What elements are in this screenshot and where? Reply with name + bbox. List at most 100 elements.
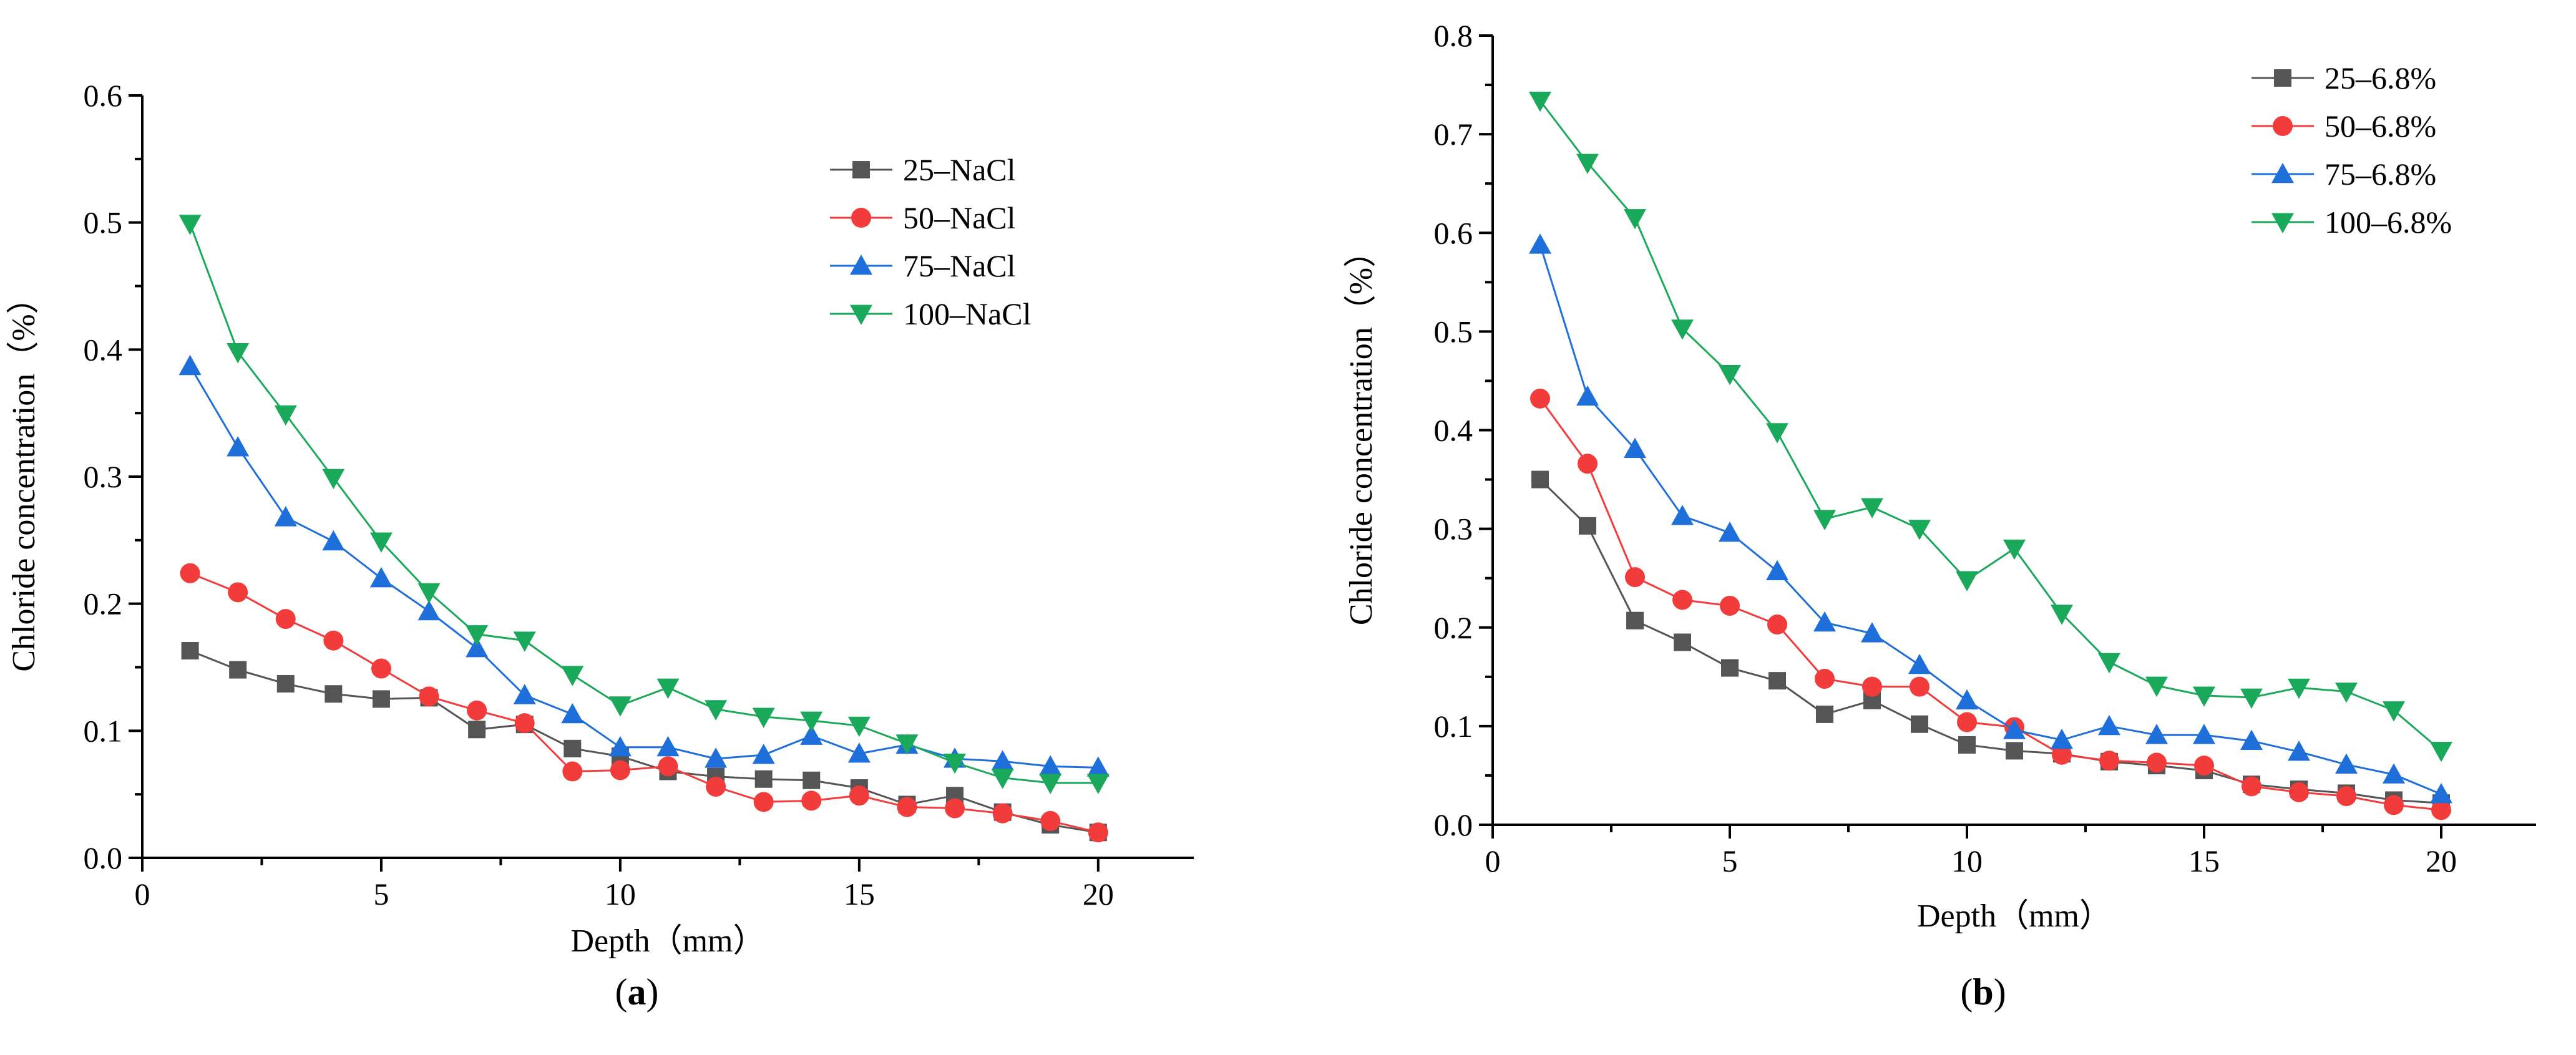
chart-b-y-tick-label: 0.2	[1434, 610, 1473, 645]
chart-b-data-point	[2335, 753, 2358, 774]
chart-b-data-point	[1861, 498, 1883, 518]
chart-b-series-2	[1530, 388, 2451, 820]
chart-b-data-point	[1624, 209, 1646, 230]
chart-b-data-point	[1861, 622, 1883, 643]
chart-a-caption: (a)	[615, 971, 659, 1013]
chart-b-data-point	[1911, 715, 1928, 733]
chart-a-data-point	[610, 760, 630, 780]
chart-a-data-point	[1086, 756, 1110, 777]
chart-b-data-point	[2098, 714, 2120, 736]
chart-b-data-point	[2193, 724, 2215, 744]
chart-b-data-point	[1576, 153, 1599, 174]
chart-b-caption: (b)	[1960, 971, 2006, 1013]
chart-b-data-point	[1956, 571, 1978, 591]
chart-a-data-point	[229, 661, 247, 679]
chart-a-data-point	[1039, 774, 1062, 794]
chart-b-data-point	[1625, 567, 1645, 588]
chart-a-data-point	[564, 739, 582, 757]
chart-b-data-point	[1719, 521, 1741, 542]
chart-b-x-tick-label: 20	[2426, 844, 2457, 878]
chart-b-data-point	[2242, 776, 2261, 797]
chart-b-data-point	[1671, 505, 1694, 525]
chart-a-data-point	[1040, 810, 1061, 831]
chart-b-data-point	[1578, 454, 1598, 474]
chart-b-data-point	[2052, 744, 2072, 765]
chart-a-data-point	[323, 630, 344, 651]
chart-a-data-point	[514, 713, 535, 734]
chart-b-data-point	[2003, 719, 2026, 739]
chart-a-data-point	[895, 734, 919, 755]
chart-a-legend-label: 25–NaCl	[903, 152, 1016, 187]
chart-a-series-1	[181, 642, 1107, 842]
chart-a-data-point	[181, 642, 199, 660]
chart-b-data-point	[2145, 676, 2168, 698]
chart-b-y-tick-label: 0.3	[1434, 512, 1473, 547]
chart-a-data-point	[417, 600, 441, 621]
chart-a-data-point	[466, 625, 489, 646]
chart-b-series-line	[1539, 244, 2442, 795]
chart-b-data-point	[1529, 233, 1551, 254]
chart-b-data-point	[1626, 611, 1644, 630]
chart-a-data-point	[227, 343, 250, 364]
chart-a-data-point	[178, 215, 202, 235]
chart-a-data-point	[1086, 774, 1110, 794]
chart-a-data-point	[752, 707, 775, 728]
chart-b-data-point	[2431, 800, 2451, 820]
chart-b-data-point	[1529, 91, 1551, 112]
chart-a-data-point	[322, 469, 345, 490]
chart-a-data-point	[849, 785, 869, 806]
chart-b-y-tick-label: 0.7	[1434, 117, 1473, 152]
chart-b-y-tick-label: 0.0	[1434, 807, 1473, 842]
chart-a-data-point	[944, 753, 967, 774]
chart-a-data-point	[178, 354, 202, 376]
chart-a-data-point	[467, 700, 487, 721]
chart-b-data-point	[1766, 423, 1788, 444]
chart-b-data-point	[1767, 615, 1787, 635]
chart-b-data-point	[2099, 751, 2119, 771]
chart-a-data-point	[275, 609, 296, 630]
chart-b-series-3	[1529, 233, 2452, 804]
chart-a-x-tick-label: 10	[605, 877, 636, 912]
chart-b-data-point	[1908, 653, 1931, 674]
chart-a-legend-label: 75–NaCl	[903, 248, 1016, 283]
chart-b-data-point	[2336, 786, 2356, 807]
chart-b-data-point	[2006, 742, 2023, 760]
chart-a-legend-marker	[850, 255, 872, 275]
chart-a-y-axis-title: Chloride concentration（%）	[6, 281, 42, 671]
chart-a-data-point	[419, 686, 439, 707]
chart-b-data-point	[1530, 388, 1550, 409]
chart-a-data-point	[371, 658, 391, 679]
chart-a-legend-marker	[851, 208, 871, 228]
chart-a-data-point	[752, 744, 775, 764]
chart-a-data-point	[417, 583, 441, 604]
chart-a-legend-marker	[850, 304, 872, 325]
chart-b-data-point	[1957, 712, 1977, 732]
chart-a-y-tick-label: 0.1	[84, 713, 123, 748]
chart-b-data-point	[1862, 676, 1882, 697]
chart-a-data-point	[706, 776, 726, 797]
chart-b-data-point	[2288, 740, 2310, 761]
chart-b-series-line	[1539, 100, 2442, 752]
chart-a: 0 5 10 15 20 0.0 0.1 0.2 0.3 0.4 0.5 0.6 Depth（mm） Ch…	[6, 78, 1194, 1013]
chart-a-data-point	[513, 631, 536, 652]
chart-a-data-point	[705, 747, 728, 768]
chart-a-y-tick-label: 0.4	[84, 332, 123, 367]
chart-a-data-point	[656, 736, 680, 757]
chart-a-data-point	[324, 685, 343, 703]
chart-b-data-point	[1624, 437, 1646, 458]
chart-b-x-tick-label: 0	[1485, 844, 1501, 878]
chart-b-data-point	[1719, 364, 1741, 386]
chart-a-legend-label: 100–NaCl	[903, 296, 1032, 331]
chart-b-legend-marker	[2273, 116, 2293, 136]
chart-a-data-point	[276, 674, 295, 693]
chart-b-data-point	[2430, 742, 2452, 762]
chart-b-y-tick-label: 0.1	[1434, 709, 1473, 744]
chart-a-y-tick-label: 0.2	[84, 586, 123, 621]
chart-b-data-point	[2335, 683, 2358, 703]
chart-a-data-point	[658, 756, 678, 777]
chart-b-data-point	[2384, 795, 2404, 815]
chart-a-data-point	[322, 530, 345, 551]
chart-b-data-point	[1674, 633, 1691, 651]
chart-b-y-tick-label: 0.5	[1434, 314, 1473, 349]
chart-b-data-point	[1531, 470, 1549, 489]
